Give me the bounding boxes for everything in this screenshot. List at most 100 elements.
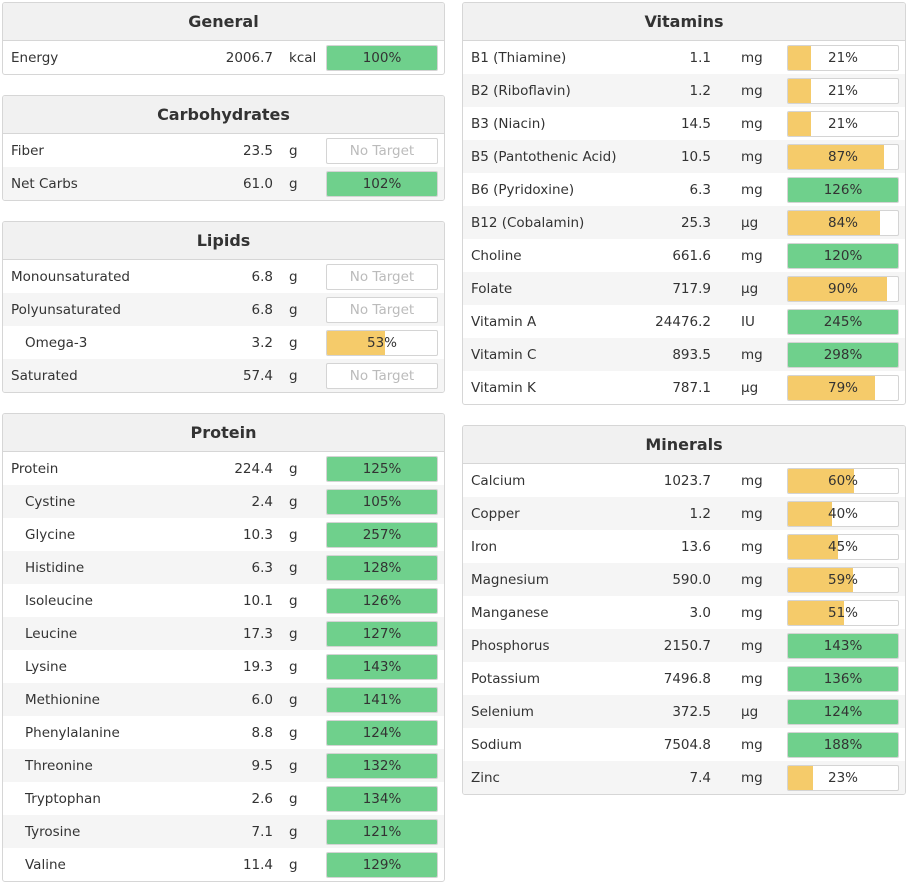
nutrient-name: Methionine [25, 691, 100, 708]
nutrient-name: Potassium [471, 670, 541, 687]
target-progress-bar: 53% [326, 329, 438, 356]
target-progress-bar: 45% [787, 533, 899, 560]
nutrient-name: Isoleucine [25, 592, 93, 609]
nutrient-unit: mg [741, 670, 763, 687]
target-progress-bar: 60% [787, 467, 899, 494]
nutrient-row-magnesium: Magnesium 590.0 mg 59% [463, 563, 905, 596]
nutrient-row-folate: Folate 717.9 µg 90% [463, 272, 905, 305]
target-progress-bar: No Target [326, 137, 438, 164]
nutrient-name: Polyunsaturated [11, 301, 121, 318]
nutrient-amount: 893.5 [672, 346, 711, 363]
progress-percent: 188% [823, 736, 863, 753]
nutrient-row-phenylalanine: Phenylalanine 8.8 g 124% [3, 716, 444, 749]
target-progress-bar: 134% [326, 785, 438, 812]
progress-fill [327, 621, 437, 646]
nutrient-unit: mg [741, 247, 763, 264]
nutrient-unit: mg [741, 82, 763, 99]
nutrient-unit: mg [741, 115, 763, 132]
target-progress-bar: 102% [326, 170, 438, 197]
target-progress-bar: No Target [326, 263, 438, 290]
progress-fill [788, 210, 881, 235]
nutrient-amount: 1.2 [689, 505, 711, 522]
nutrient-name: Sodium [471, 736, 522, 753]
progress-percent: No Target [349, 301, 415, 318]
progress-fill [327, 588, 437, 613]
nutrient-amount: 61.0 [242, 175, 273, 192]
nutrient-unit: g [289, 790, 298, 807]
nutrient-amount: 10.5 [680, 148, 711, 165]
nutrient-row-vitamin-a: Vitamin A 24476.2 IU 245% [463, 305, 905, 338]
progress-fill [788, 276, 887, 301]
nutrient-amount: 1.1 [689, 49, 711, 66]
nutrient-amount: 2150.7 [663, 637, 711, 654]
nutrient-unit: mg [741, 736, 763, 753]
progress-percent: 136% [823, 670, 863, 687]
progress-percent: 128% [362, 559, 402, 576]
progress-fill [327, 687, 437, 712]
nutrient-row-monounsaturated: Monounsaturated 6.8 g No Target [3, 260, 444, 293]
nutrient-row-energy: Energy 2006.7 kcal 100% [3, 41, 444, 74]
panel-title: Protein [3, 414, 444, 452]
nutrient-amount: 13.6 [680, 538, 711, 555]
carbohydrates-panel: Carbohydrates Fiber 23.5 g No Target Net Carb… [2, 95, 445, 201]
target-progress-bar: 100% [326, 44, 438, 71]
progress-fill [788, 699, 898, 724]
nutrient-unit: g [289, 460, 298, 477]
progress-percent: 102% [362, 175, 402, 192]
nutrient-unit: mg [741, 769, 763, 786]
progress-percent: 129% [362, 856, 402, 873]
nutrient-unit: kcal [289, 49, 317, 66]
progress-fill [788, 309, 898, 334]
nutrient-name: Phosphorus [471, 637, 550, 654]
nutrient-amount: 2006.7 [225, 49, 273, 66]
nutrient-unit: g [289, 367, 298, 384]
nutrient-unit: µg [741, 280, 759, 297]
panel-title: Minerals [463, 426, 905, 464]
nutrient-amount: 14.5 [680, 115, 711, 132]
progress-percent: 125% [362, 460, 402, 477]
progress-percent: 121% [362, 823, 402, 840]
nutrient-unit: mg [741, 49, 763, 66]
nutrient-amount: 7.4 [689, 769, 711, 786]
nutrient-row-polyunsaturated: Polyunsaturated 6.8 g No Target [3, 293, 444, 326]
target-progress-bar: 188% [787, 731, 899, 758]
target-progress-bar: 125% [326, 455, 438, 482]
nutrient-name: B3 (Niacin) [471, 115, 546, 132]
nutrient-name: Cystine [25, 493, 76, 510]
nutrient-unit: mg [741, 148, 763, 165]
target-progress-bar: 141% [326, 686, 438, 713]
progress-fill [788, 45, 812, 70]
target-progress-bar: 23% [787, 764, 899, 791]
progress-percent: 21% [827, 49, 858, 66]
nutrient-amount: 19.3 [242, 658, 273, 675]
nutrient-row-zinc: Zinc 7.4 mg 23% [463, 761, 905, 794]
nutrient-name: Phenylalanine [25, 724, 120, 741]
nutrient-row-selenium: Selenium 372.5 µg 124% [463, 695, 905, 728]
nutrient-unit: g [289, 691, 298, 708]
panel-body: Calcium 1023.7 mg 60% Copper 1.2 mg 40% Iron 13.6… [463, 464, 905, 794]
nutrient-name: Glycine [25, 526, 76, 543]
nutrient-unit: g [289, 724, 298, 741]
nutrient-amount: 590.0 [672, 571, 711, 588]
nutrient-unit: mg [741, 505, 763, 522]
nutrient-amount: 787.1 [672, 379, 711, 396]
progress-percent: No Target [349, 367, 415, 384]
target-progress-bar: 21% [787, 77, 899, 104]
nutrient-amount: 11.4 [242, 856, 273, 873]
nutrient-amount: 7496.8 [663, 670, 711, 687]
progress-fill [788, 567, 853, 592]
target-progress-bar: 298% [787, 341, 899, 368]
target-progress-bar: No Target [326, 362, 438, 389]
target-progress-bar: No Target [326, 296, 438, 323]
nutrient-amount: 6.3 [689, 181, 711, 198]
progress-percent: 141% [362, 691, 402, 708]
target-progress-bar: 105% [326, 488, 438, 515]
nutrient-amount: 57.4 [242, 367, 273, 384]
target-progress-bar: 40% [787, 500, 899, 527]
progress-fill [788, 534, 838, 559]
vitamins-panel: Vitamins B1 (Thiamine) 1.1 mg 21% B2 (Ribofla… [462, 2, 906, 405]
progress-fill [327, 555, 437, 580]
nutrient-row-fiber: Fiber 23.5 g No Target [3, 134, 444, 167]
nutrient-amount: 17.3 [242, 625, 273, 642]
progress-percent: 298% [823, 346, 863, 363]
